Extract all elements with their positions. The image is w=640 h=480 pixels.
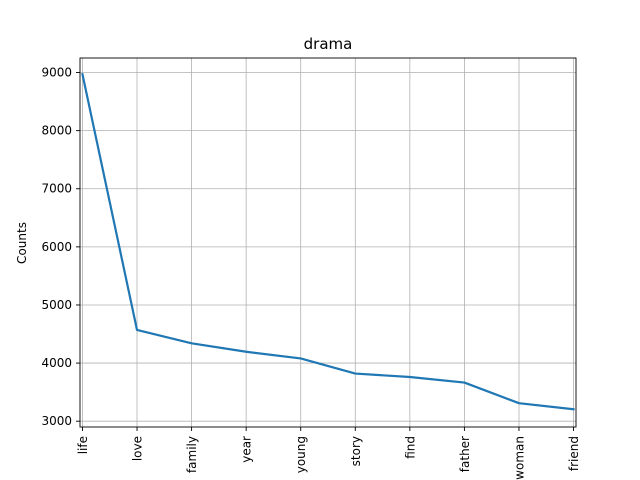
grid	[80, 58, 576, 427]
x-tick-label-love: love	[131, 436, 145, 461]
y-tick-label-4: 7000	[41, 182, 72, 196]
x-tick-label-father: father	[458, 436, 472, 472]
axes-frame	[79, 57, 577, 428]
x-tick-label-family: family	[185, 436, 199, 473]
x-ticks: life love family year young story find father wo…	[76, 427, 581, 480]
y-tick-label-1: 4000	[41, 356, 72, 370]
x-tick-label-woman: woman	[512, 436, 526, 480]
y-tick-label-5: 8000	[41, 124, 72, 138]
y-tick-label-2: 5000	[41, 298, 72, 312]
y-tick-label-0: 3000	[41, 414, 72, 428]
series-layer	[81, 72, 575, 411]
series-line	[81, 72, 575, 411]
y-axis-label: Counts	[15, 222, 29, 264]
y-tick-label-3: 6000	[41, 240, 72, 254]
y-tick-label-6: 9000	[41, 66, 72, 80]
x-tick-label-year: year	[240, 436, 254, 463]
x-tick-label-find: find	[403, 436, 417, 459]
x-tick-label-life: life	[76, 436, 90, 454]
axes	[79, 57, 577, 428]
chart-title: drama	[304, 35, 353, 53]
x-tick-label-young: young	[294, 436, 308, 473]
x-tick-label-friend: friend	[567, 436, 581, 471]
y-ticks: 3000 4000 5000 6000 7000 8000 9000	[41, 66, 80, 428]
x-tick-label-story: story	[349, 436, 363, 466]
